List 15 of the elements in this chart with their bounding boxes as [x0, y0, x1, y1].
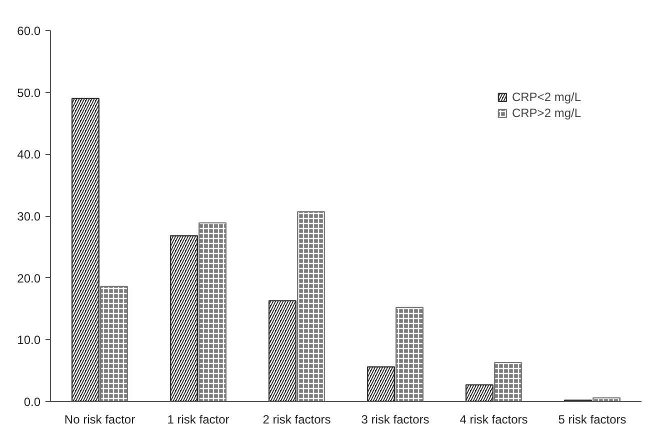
x-tick-label: No risk factor [64, 412, 136, 426]
y-tick-label: 50.0 [17, 86, 41, 100]
y-tick-label: 20.0 [17, 271, 41, 286]
x-tick-label: 2 risk factors [262, 412, 331, 426]
legend-label: CRP>2 mg/L [512, 106, 581, 120]
y-tick-label: 10.0 [17, 333, 41, 348]
y-tick-label: 40.0 [17, 148, 41, 162]
x-tick-label: 3 risk factors [361, 412, 430, 426]
x-tick-label: 4 risk factors [460, 412, 528, 426]
y-tick-label: 60.0 [17, 24, 41, 38]
legend-label: CRP<2 mg/L [512, 90, 581, 104]
y-tick-label: 0.0 [24, 395, 41, 409]
x-tick-label: 5 risk factors [558, 412, 626, 426]
x-tick-label: 1 risk factor [167, 412, 230, 426]
y-tick-label: 30.0 [17, 210, 41, 224]
